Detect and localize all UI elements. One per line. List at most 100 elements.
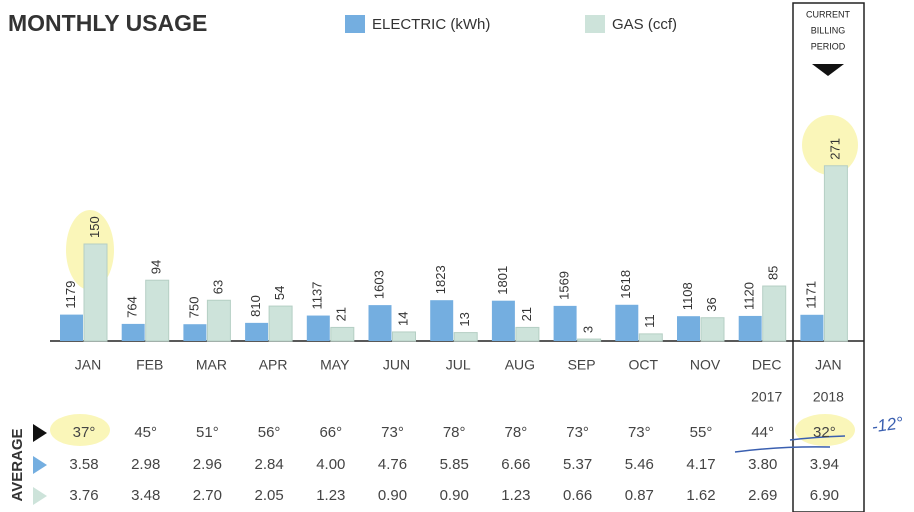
bar [183, 324, 207, 341]
bar [60, 314, 83, 341]
current-period-label: CURRENT [806, 9, 851, 19]
average-temperature: 55° [690, 424, 713, 441]
value-label: 94 [149, 260, 164, 274]
value-label: 271 [827, 138, 842, 160]
value-label: 750 [186, 297, 201, 319]
x-tick-label: JUL [446, 357, 471, 373]
bar [553, 305, 577, 341]
average-gas: 2.05 [254, 487, 283, 504]
bar [368, 305, 392, 341]
value-label: 1801 [495, 266, 510, 295]
legend-label: GAS (ccf) [612, 16, 677, 33]
average-electric: 6.66 [501, 456, 530, 473]
x-tick-label: NOV [690, 357, 721, 373]
value-label: 36 [704, 297, 719, 311]
average-temperature: 78° [443, 424, 466, 441]
average-temperature: 45° [134, 424, 157, 441]
x-tick-label: MAY [320, 357, 350, 373]
x-tick-label: FEB [136, 357, 163, 373]
average-gas: 3.76 [69, 487, 98, 504]
value-label: 1618 [618, 270, 633, 299]
x-tick-label: JAN [815, 357, 841, 373]
average-temperature: 78° [505, 424, 528, 441]
x-tick-label: JAN [75, 357, 101, 373]
year-label: 2017 [751, 389, 782, 405]
average-electric: 3.94 [810, 456, 839, 473]
year-label: 2018 [813, 389, 844, 405]
bar [700, 317, 725, 342]
x-tick-label: DEC [752, 357, 782, 373]
bar [491, 300, 515, 341]
bar [268, 305, 293, 342]
average-gas: 1.62 [686, 487, 715, 504]
bar [206, 299, 231, 342]
average-electric: 3.80 [748, 456, 777, 473]
bar [577, 338, 602, 342]
average-gas: 1.23 [501, 487, 530, 504]
average-electric: 5.37 [563, 456, 592, 473]
bar [677, 316, 700, 341]
highlight [802, 115, 858, 175]
current-period-box [792, 2, 865, 512]
x-tick-label: MAR [196, 357, 227, 373]
value-label: 1179 [63, 281, 78, 309]
bar [330, 326, 355, 342]
bar [800, 314, 824, 341]
bar [121, 323, 145, 341]
annotation: -12° [871, 413, 905, 436]
value-label: 1108 [680, 282, 695, 310]
average-gas: 6.90 [810, 487, 839, 504]
value-label: 810 [248, 295, 263, 317]
x-tick-label: APR [259, 357, 288, 373]
average-gas: 0.90 [440, 487, 469, 504]
x-tick-label: AUG [505, 357, 535, 373]
average-electric: 2.84 [254, 456, 283, 473]
chart-title: MONTHLY USAGE [8, 10, 207, 36]
bar [145, 279, 170, 342]
bar [306, 315, 330, 341]
average-temperature: 73° [381, 424, 404, 441]
handwritten-underline [789, 435, 846, 441]
average-label: AVERAGE [9, 428, 26, 501]
value-label: 1120 [742, 282, 757, 310]
bar [762, 285, 787, 342]
bar [453, 332, 478, 342]
legend-swatch [585, 15, 605, 33]
temperature-icon [33, 424, 47, 442]
average-electric: 3.58 [69, 456, 98, 473]
bar [615, 304, 639, 341]
x-tick-label: OCT [629, 357, 659, 373]
average-gas: 2.69 [748, 487, 777, 504]
value-label: 13 [457, 312, 472, 326]
handwritten-underline [734, 446, 831, 453]
average-temperature: 51° [196, 424, 219, 441]
value-label: 3 [581, 326, 596, 333]
highlight [50, 414, 110, 446]
gas-icon [33, 487, 47, 505]
bar [245, 322, 269, 341]
value-label: 1137 [310, 282, 325, 310]
average-temperature: 73° [628, 424, 651, 441]
x-tick-label: JUN [383, 357, 410, 373]
value-label: 63 [210, 280, 225, 294]
current-period-arrow [812, 64, 844, 76]
average-gas: 0.66 [563, 487, 592, 504]
bar [83, 243, 108, 342]
legend-label: ELECTRIC (kWh) [372, 16, 490, 33]
average-electric: 4.76 [378, 456, 407, 473]
value-label: 54 [272, 286, 287, 300]
value-label: 21 [334, 307, 349, 321]
average-gas: 2.70 [193, 487, 222, 504]
value-label: 85 [766, 266, 781, 280]
x-tick-label: SEP [568, 357, 596, 373]
bar [392, 331, 416, 342]
value-label: 14 [395, 311, 410, 325]
average-temperature: 44° [751, 424, 774, 441]
bar [430, 300, 454, 341]
value-label: 21 [519, 307, 534, 321]
value-label: 1171 [803, 281, 818, 309]
average-electric: 4.00 [316, 456, 345, 473]
value-label: 764 [125, 296, 140, 318]
bar [738, 315, 762, 341]
